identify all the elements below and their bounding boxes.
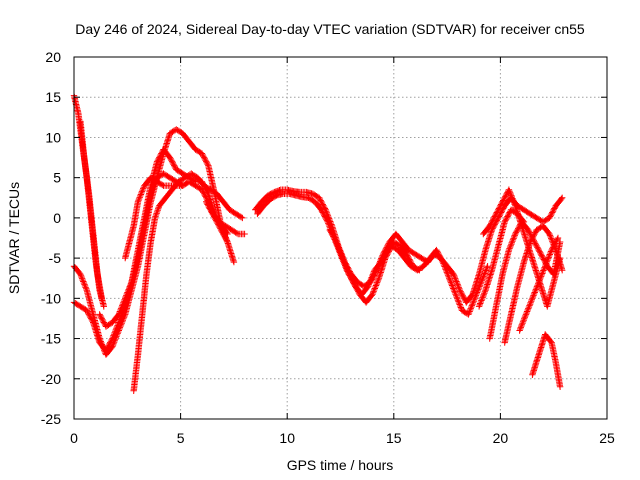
x-tick-label: 10 (279, 430, 295, 446)
series-track-7 (130, 170, 246, 394)
chart-title: Day 246 of 2024, Sidereal Day-to-day VTE… (75, 21, 585, 37)
series-track-15 (516, 234, 562, 334)
grid-lines (74, 57, 607, 419)
axis-ticks: 0 5 10 15 20 25 -25 -20 -15 -10 -5 0 5 10 15 20 (41, 49, 615, 446)
series-markers (516, 234, 562, 334)
plot-frame (73, 56, 608, 420)
x-axis-label: GPS time / hours (287, 457, 394, 473)
series-track-2 (77, 118, 105, 302)
series-markers (203, 198, 248, 238)
series-markers (130, 170, 246, 394)
series-markers (77, 118, 105, 302)
y-tick-label: -10 (41, 290, 61, 306)
y-tick-label: 10 (45, 129, 61, 145)
series-markers (475, 206, 528, 310)
series-track-6 (122, 174, 186, 262)
x-tick-label: 5 (177, 430, 185, 446)
series-markers (529, 331, 564, 390)
y-tick-label: 5 (53, 170, 61, 186)
series-markers (480, 186, 564, 310)
plot-area (70, 92, 566, 394)
series-track-16 (529, 331, 564, 390)
x-tick-label: 15 (386, 430, 402, 446)
series-markers (254, 190, 491, 318)
series-track-10 (254, 190, 491, 318)
series-track-12 (480, 186, 564, 310)
x-tick-label: 25 (599, 430, 615, 446)
y-tick-label: 15 (45, 89, 61, 105)
y-tick-label: -25 (41, 411, 61, 427)
y-tick-label: 20 (45, 49, 61, 65)
series-markers (501, 222, 566, 346)
y-tick-label: -5 (49, 250, 62, 266)
series-track-11 (326, 226, 423, 298)
series-markers (326, 226, 423, 298)
x-tick-label: 0 (70, 430, 78, 446)
series-markers (122, 174, 186, 262)
y-tick-label: -15 (41, 331, 61, 347)
y-tick-label: -20 (41, 371, 61, 387)
y-tick-label: 0 (53, 210, 61, 226)
series-track-8 (203, 198, 248, 238)
y-axis-label: SDTVAR / TECUs (6, 182, 22, 294)
x-tick-label: 20 (493, 430, 509, 446)
series-track-14 (501, 222, 566, 346)
series-track-17 (475, 206, 528, 310)
